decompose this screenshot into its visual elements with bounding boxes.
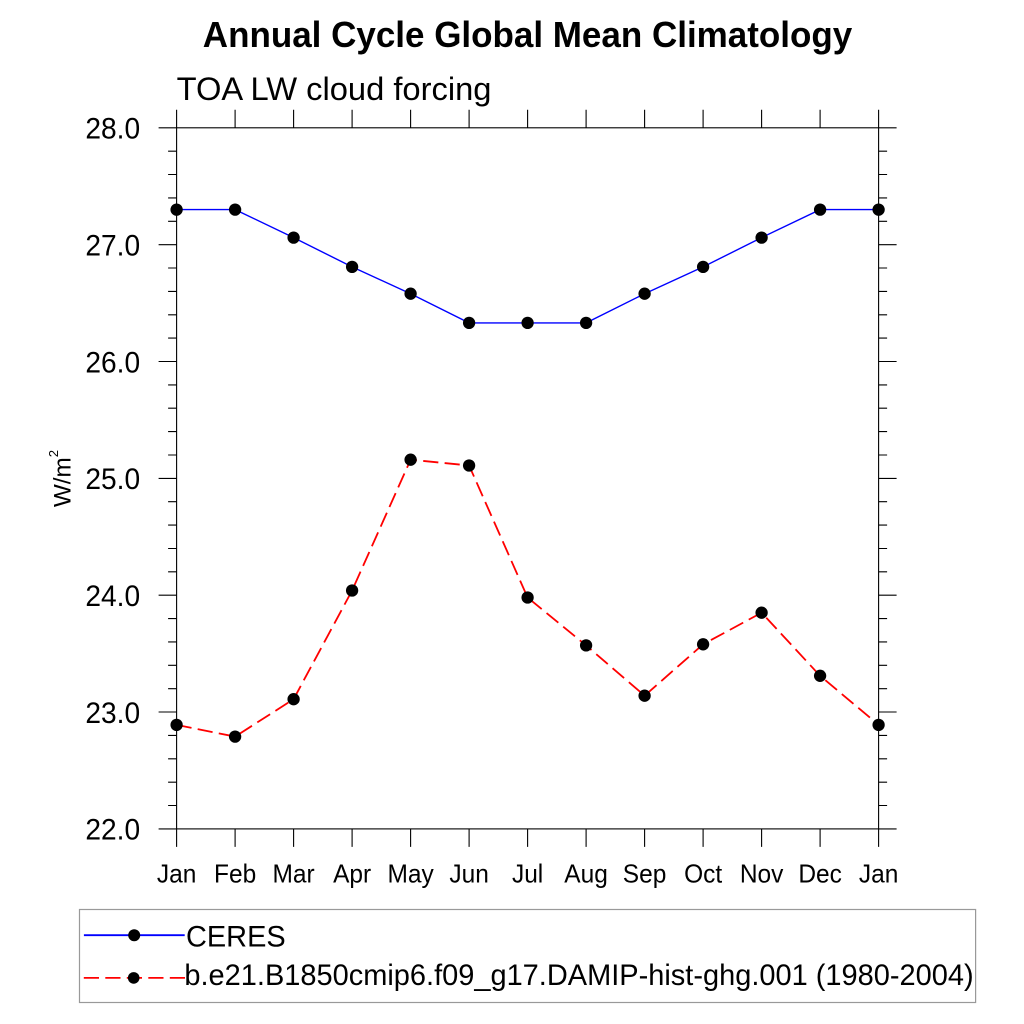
svg-text:Jun: Jun bbox=[449, 861, 488, 889]
svg-text:CERES: CERES bbox=[186, 920, 286, 953]
svg-text:Jul: Jul bbox=[512, 861, 543, 889]
svg-text:Nov: Nov bbox=[740, 861, 784, 889]
svg-text:Dec: Dec bbox=[798, 861, 842, 889]
svg-text:b.e21.B1850cmip6.f09_g17.DAMIP: b.e21.B1850cmip6.f09_g17.DAMIP-hist-ghg.… bbox=[184, 959, 973, 992]
svg-text:May: May bbox=[387, 861, 433, 889]
svg-text:Oct: Oct bbox=[684, 861, 722, 889]
svg-text:W/m2: W/m2 bbox=[46, 450, 77, 507]
svg-text:23.0: 23.0 bbox=[85, 697, 140, 730]
svg-text:27.0: 27.0 bbox=[85, 229, 140, 262]
svg-text:22.0: 22.0 bbox=[85, 814, 140, 847]
svg-text:25.0: 25.0 bbox=[85, 463, 140, 496]
svg-text:Mar: Mar bbox=[273, 861, 316, 889]
svg-text:Jan: Jan bbox=[157, 861, 196, 889]
svg-text:TOA LW cloud forcing: TOA LW cloud forcing bbox=[177, 70, 492, 107]
svg-text:Jan: Jan bbox=[859, 861, 898, 889]
svg-text:Sep: Sep bbox=[623, 861, 667, 889]
svg-text:Apr: Apr bbox=[333, 861, 371, 889]
svg-text:Feb: Feb bbox=[214, 861, 256, 889]
svg-text:24.0: 24.0 bbox=[85, 580, 140, 613]
svg-text:Aug: Aug bbox=[564, 861, 608, 889]
svg-text:28.0: 28.0 bbox=[85, 113, 140, 146]
svg-text:Annual Cycle Global Mean Clima: Annual Cycle Global Mean Climatology bbox=[203, 14, 852, 55]
svg-text:26.0: 26.0 bbox=[85, 346, 140, 379]
